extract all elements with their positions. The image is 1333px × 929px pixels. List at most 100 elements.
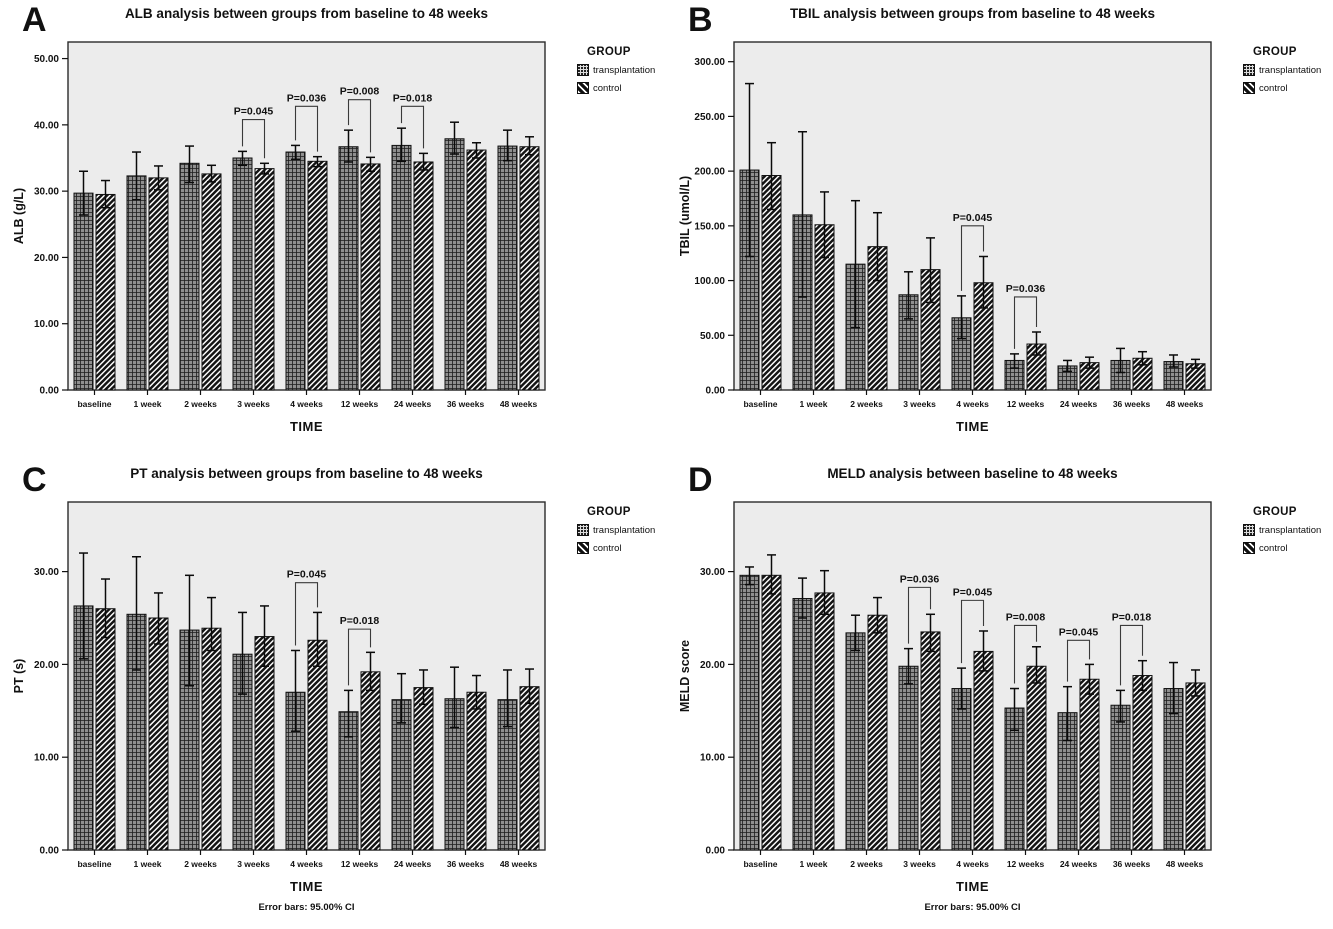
significance-bracket bbox=[400, 105, 425, 149]
bar-control bbox=[413, 687, 434, 851]
x-tick-label: 24 weeks bbox=[1060, 859, 1098, 869]
p-value-label: P=0.018 bbox=[393, 92, 433, 104]
bar-transplantation bbox=[391, 144, 412, 391]
x-tick-label: baseline bbox=[743, 859, 777, 869]
x-tick-label: 48 weeks bbox=[500, 399, 538, 409]
chart-title: TBIL analysis between groups from baseli… bbox=[789, 6, 1156, 21]
significance-bracket bbox=[294, 105, 319, 152]
plot-area bbox=[67, 41, 546, 391]
legend: GROUP transplantation control bbox=[577, 506, 665, 560]
bar-transplantation bbox=[285, 151, 306, 391]
legend: GROUP transplantation control bbox=[1243, 506, 1331, 560]
y-tick-label: 0.00 bbox=[40, 386, 60, 397]
significance-bracket bbox=[294, 582, 319, 646]
x-tick-label: 4 weeks bbox=[956, 859, 989, 869]
control-pattern-swatch bbox=[1243, 542, 1255, 554]
y-axis-title: MELD score bbox=[678, 639, 692, 713]
p-value-label: P=0.008 bbox=[1006, 611, 1046, 623]
y-tick-label: 250.00 bbox=[694, 112, 725, 123]
legend-label: control bbox=[593, 82, 622, 94]
legend-label: transplantation bbox=[593, 64, 656, 76]
bar-transplantation bbox=[232, 157, 253, 391]
chart-title: MELD analysis between baseline to 48 wee… bbox=[827, 466, 1118, 481]
y-tick-label: 30.00 bbox=[34, 567, 59, 578]
bar-transplantation bbox=[126, 175, 147, 391]
bar-control bbox=[973, 650, 994, 851]
x-tick-label: 2 weeks bbox=[184, 399, 217, 409]
legend-item-transplantation: transplantation bbox=[577, 64, 665, 76]
x-tick-label: baseline bbox=[77, 859, 111, 869]
bar-control bbox=[201, 173, 222, 391]
bar-control bbox=[761, 574, 782, 851]
legend-item-control: control bbox=[1243, 82, 1331, 94]
bar-control bbox=[1185, 682, 1206, 851]
p-value-label: P=0.036 bbox=[1006, 283, 1046, 295]
y-tick-label: 100.00 bbox=[694, 276, 725, 287]
significance-bracket bbox=[1013, 624, 1038, 684]
legend-item-control: control bbox=[577, 82, 665, 94]
x-tick-label: 12 weeks bbox=[1007, 399, 1045, 409]
bar-control bbox=[519, 146, 540, 391]
x-tick-label: 48 weeks bbox=[1166, 859, 1204, 869]
bar-control bbox=[466, 149, 487, 391]
y-tick-label: 30.00 bbox=[700, 567, 725, 578]
legend-label: transplantation bbox=[593, 524, 656, 536]
x-tick-label: 1 week bbox=[134, 859, 162, 869]
x-tick-label: baseline bbox=[743, 399, 777, 409]
x-tick-label: 2 weeks bbox=[850, 399, 883, 409]
legend-item-transplantation: transplantation bbox=[1243, 524, 1331, 536]
bar-transplantation bbox=[338, 146, 359, 391]
p-value-label: P=0.045 bbox=[1059, 626, 1099, 638]
plot-area bbox=[733, 501, 1212, 851]
p-value-label: P=0.018 bbox=[1112, 611, 1152, 623]
y-tick-label: 50.00 bbox=[34, 54, 59, 65]
bar-control bbox=[1026, 665, 1047, 851]
x-tick-label: 2 weeks bbox=[850, 859, 883, 869]
p-value-label: P=0.036 bbox=[900, 573, 940, 585]
bar-control bbox=[360, 163, 381, 391]
significance-bracket bbox=[960, 225, 985, 291]
p-value-label: P=0.008 bbox=[340, 86, 380, 98]
x-axis-title: TIME bbox=[289, 419, 324, 434]
bar-control bbox=[148, 177, 169, 391]
x-tick-label: baseline bbox=[77, 399, 111, 409]
legend: GROUP transplantation control bbox=[1243, 46, 1331, 100]
panel-C: C PT analysis between groups from baseli… bbox=[0, 460, 666, 929]
y-tick-label: 30.00 bbox=[34, 187, 59, 198]
error-bars-note: Error bars: 95.00% CI bbox=[258, 902, 355, 913]
y-tick-label: 0.00 bbox=[706, 386, 726, 397]
bar-transplantation bbox=[1110, 704, 1131, 851]
bar-transplantation bbox=[951, 688, 972, 851]
chart-title: PT analysis between groups from baseline… bbox=[130, 466, 483, 481]
panel-letter: D bbox=[688, 461, 713, 499]
x-tick-label: 12 weeks bbox=[341, 859, 379, 869]
x-tick-label: 48 weeks bbox=[1166, 399, 1204, 409]
bar-control bbox=[814, 592, 835, 851]
x-tick-label: 3 weeks bbox=[903, 399, 936, 409]
y-axis-title: ALB (g/L) bbox=[12, 187, 26, 245]
p-value-label: P=0.036 bbox=[287, 92, 327, 104]
pt-chart: 0.00 10.00 20.00 30.00 baseline 1 week 2 weeks… bbox=[34, 501, 546, 869]
x-tick-label: 24 weeks bbox=[394, 399, 432, 409]
alb-chart: 0.00 10.00 20.00 30.00 40.00 50.00 baseline 1 w… bbox=[34, 41, 546, 409]
transplantation-pattern-swatch bbox=[577, 64, 589, 76]
p-value-label: P=0.045 bbox=[234, 106, 274, 118]
y-tick-label: 0.00 bbox=[706, 846, 726, 857]
x-tick-label: 12 weeks bbox=[1007, 859, 1045, 869]
legend-label: control bbox=[593, 542, 622, 554]
bar-control bbox=[1079, 678, 1100, 851]
tbil-chart: 0.00 50.00 100.00 150.00 200.00 250.00 300.00 b… bbox=[694, 41, 1212, 409]
y-tick-label: 50.00 bbox=[700, 331, 725, 342]
x-tick-label: 36 weeks bbox=[447, 399, 485, 409]
significance-bracket bbox=[241, 119, 266, 159]
x-axis-title: TIME bbox=[289, 879, 324, 894]
bar-transplantation bbox=[73, 192, 94, 391]
bar-control bbox=[413, 161, 434, 391]
significance-bracket bbox=[960, 599, 985, 664]
panel-B: B TBIL analysis between groups from base… bbox=[666, 0, 1333, 460]
x-tick-label: 36 weeks bbox=[447, 859, 485, 869]
x-tick-label: 36 weeks bbox=[1113, 399, 1151, 409]
y-tick-label: 300.00 bbox=[694, 57, 725, 68]
bar-transplantation bbox=[739, 574, 760, 851]
x-axis-title: TIME bbox=[955, 419, 990, 434]
